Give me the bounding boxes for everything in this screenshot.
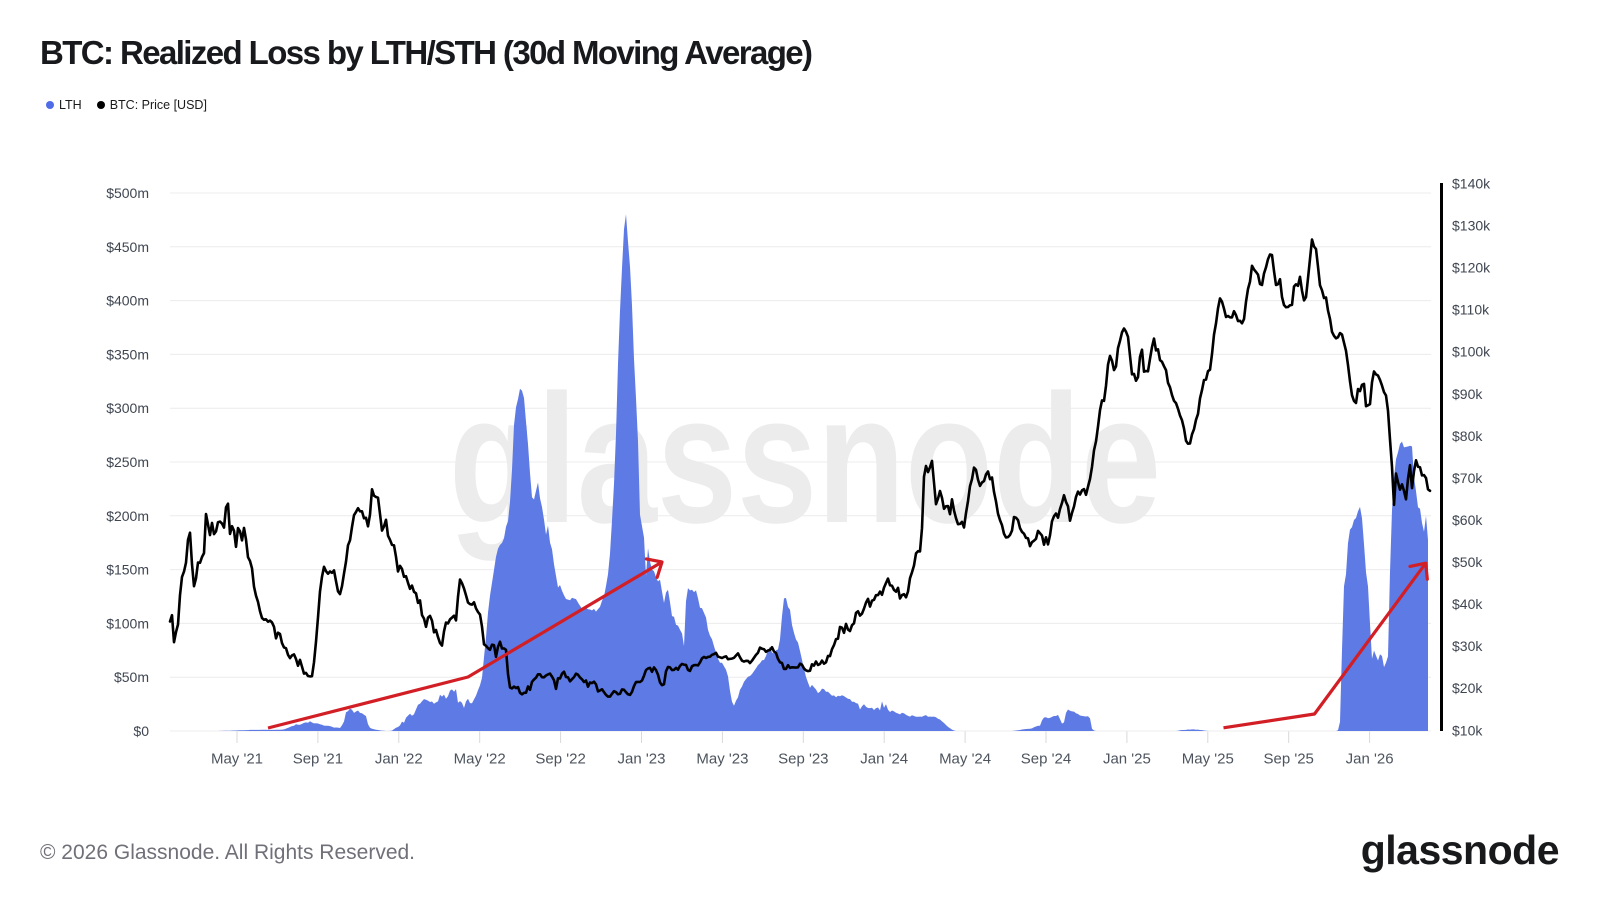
svg-text:$80k: $80k [1452,428,1483,444]
svg-text:Sep '23: Sep '23 [778,751,828,768]
svg-text:May '23: May '23 [696,751,748,768]
svg-text:May '25: May '25 [1182,751,1234,768]
svg-text:$100m: $100m [106,615,149,631]
svg-text:May '22: May '22 [454,751,506,768]
svg-text:$400m: $400m [106,293,149,309]
svg-text:$350m: $350m [106,346,149,362]
svg-text:$140k: $140k [1452,176,1491,192]
svg-text:$200m: $200m [106,508,149,524]
svg-text:May '24: May '24 [939,751,991,768]
svg-text:$100k: $100k [1452,344,1491,360]
svg-text:$70k: $70k [1452,470,1483,486]
svg-text:Jan '23: Jan '23 [618,751,666,768]
svg-text:$50m: $50m [114,669,149,685]
svg-text:$90k: $90k [1452,386,1483,402]
svg-text:$10k: $10k [1452,722,1483,738]
svg-text:$300m: $300m [106,400,149,416]
svg-text:Sep '24: Sep '24 [1021,751,1071,768]
svg-text:$30k: $30k [1452,638,1483,654]
svg-text:$50k: $50k [1452,554,1483,570]
svg-text:$250m: $250m [106,454,149,470]
svg-text:$120k: $120k [1452,260,1491,276]
svg-text:$40k: $40k [1452,596,1483,612]
svg-text:Sep '25: Sep '25 [1263,751,1313,768]
svg-text:May '21: May '21 [211,751,263,768]
svg-text:Jan '26: Jan '26 [1346,751,1394,768]
svg-text:$0: $0 [133,723,149,739]
svg-text:$150m: $150m [106,562,149,578]
svg-text:Jan '22: Jan '22 [375,751,423,768]
svg-text:Sep '22: Sep '22 [535,751,585,768]
svg-text:$110k: $110k [1452,302,1490,318]
svg-text:Jan '24: Jan '24 [860,751,908,768]
svg-text:$450m: $450m [106,239,149,255]
svg-text:Sep '21: Sep '21 [293,751,343,768]
svg-text:$60k: $60k [1452,512,1483,528]
svg-text:$20k: $20k [1452,680,1483,696]
svg-text:$500m: $500m [106,185,149,201]
svg-text:glassnode: glassnode [449,358,1161,561]
svg-text:$130k: $130k [1452,218,1491,234]
svg-text:Jan '25: Jan '25 [1103,751,1151,768]
